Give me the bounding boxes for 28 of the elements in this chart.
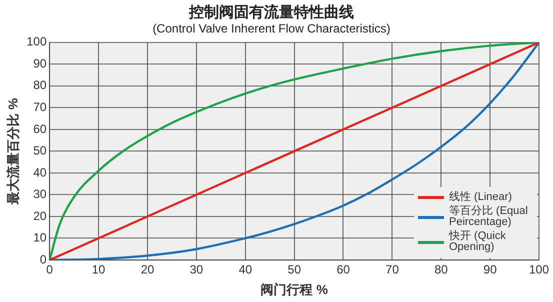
y-tick-label: 10: [33, 230, 47, 245]
legend-label: 快开 (Quick Opening): [449, 230, 507, 253]
y-tick-label: 40: [33, 165, 47, 180]
x-tick-label: 90: [483, 262, 498, 277]
x-tick-label: 40: [238, 262, 252, 277]
x-tick-label: 70: [386, 262, 400, 277]
x-tick-label: 20: [140, 262, 154, 277]
x-tick-label: 100: [528, 262, 550, 277]
y-tick-label: 30: [33, 187, 47, 202]
chart-title: 控制阀固有流量特性曲线: [188, 3, 354, 22]
x-tick-label: 10: [92, 262, 106, 277]
y-tick-label: 0: [40, 252, 47, 266]
y-tick-label: 100: [26, 34, 47, 49]
x-tick-label: 50: [288, 262, 302, 277]
x-tick-label: 30: [190, 262, 204, 277]
y-tick-label: 90: [33, 56, 47, 70]
y-tick-label: 70: [33, 100, 47, 114]
x-tick-label: 80: [434, 262, 448, 277]
x-tick-label: 60: [336, 262, 350, 277]
legend-label: 线性 (Linear): [449, 191, 513, 203]
legend-label: 等百分比 (Equal Peircentage): [449, 205, 529, 228]
x-axis-title: 阀门行程 %: [260, 282, 328, 297]
y-tick-label: 60: [33, 122, 47, 136]
y-axis-title: 最大流量百分比 %: [5, 98, 20, 206]
y-tick-label: 80: [33, 78, 47, 92]
y-tick-label: 20: [33, 208, 47, 223]
y-tick-label: 50: [33, 144, 47, 158]
chart-subtitle: (Control Valve Inherent Flow Characteristics): [152, 22, 390, 36]
